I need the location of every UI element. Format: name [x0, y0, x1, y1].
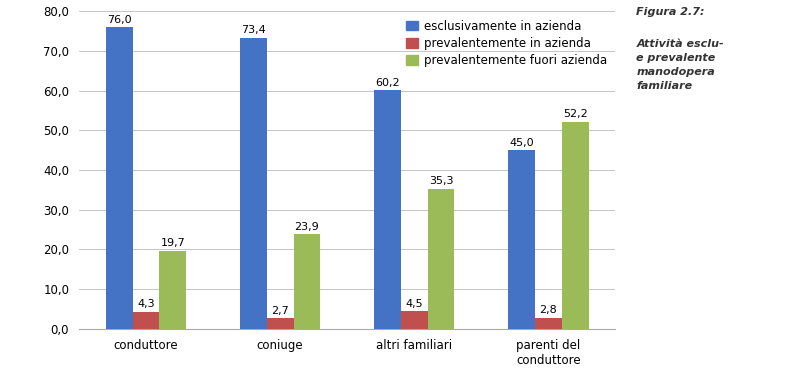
Bar: [159, 251, 186, 329]
Text: 2,8: 2,8: [540, 305, 557, 315]
Bar: [562, 122, 589, 329]
Text: Attività esclu-
e prevalente
manodopera
familiare: Attività esclu- e prevalente manodopera …: [637, 39, 724, 91]
Text: 60,2: 60,2: [375, 77, 400, 88]
Text: 76,0: 76,0: [107, 15, 132, 25]
Bar: [106, 27, 133, 329]
Text: 52,2: 52,2: [563, 109, 588, 119]
Text: 4,5: 4,5: [406, 299, 423, 308]
Text: 45,0: 45,0: [509, 138, 534, 148]
Text: 35,3: 35,3: [428, 177, 454, 186]
Bar: [508, 150, 535, 329]
Bar: [401, 311, 428, 329]
Text: 19,7: 19,7: [160, 238, 185, 248]
Bar: [294, 234, 320, 329]
Bar: [240, 37, 267, 329]
Text: Figura 2.7:: Figura 2.7:: [637, 7, 705, 17]
Bar: [133, 312, 159, 329]
Bar: [374, 90, 401, 329]
Text: 4,3: 4,3: [137, 299, 155, 310]
Bar: [535, 318, 562, 329]
Bar: [267, 318, 294, 329]
Bar: [428, 189, 454, 329]
Text: 2,7: 2,7: [271, 306, 289, 316]
Legend: esclusivamente in azienda, prevalentemente in azienda, prevalentemente fuori azi: esclusivamente in azienda, prevalentemen…: [404, 17, 610, 69]
Text: 73,4: 73,4: [241, 25, 266, 35]
Text: 23,9: 23,9: [294, 222, 320, 232]
